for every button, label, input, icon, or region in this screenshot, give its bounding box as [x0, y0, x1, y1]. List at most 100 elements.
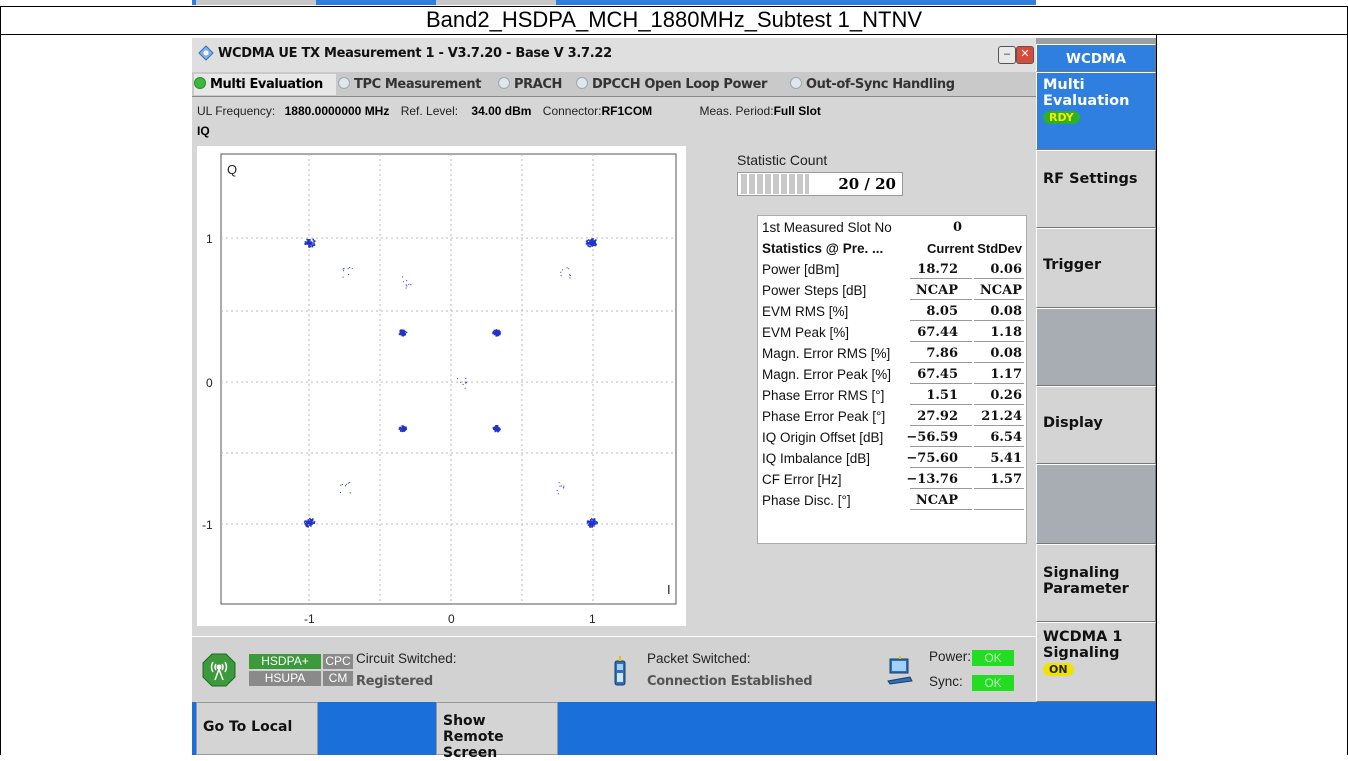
stats-row: IQ Origin Offset [dB] −56.59 6.54 — [758, 427, 1026, 448]
stats-row-underline — [974, 446, 1024, 447]
softkey-multi-evaluation[interactable]: Multi Evaluation RDY — [1036, 72, 1156, 150]
constellation-point — [566, 267, 568, 269]
stats-row-current: 27.92 — [917, 409, 958, 424]
constellation-point — [345, 485, 346, 487]
constellation-point — [306, 242, 309, 244]
stats-row-underline — [910, 425, 972, 426]
softkey-wcdma-signaling[interactable]: WCDMA 1 Signaling ON — [1036, 622, 1156, 702]
stats-row-underline — [910, 341, 972, 342]
slot-label: 1st Measured Slot No — [762, 220, 892, 235]
power-ok-indicator: OK — [972, 650, 1014, 666]
show-remote-screen-button[interactable]: Show Remote Screen — [436, 702, 558, 761]
stats-row-underline — [910, 509, 972, 510]
stats-row-underline — [974, 404, 1024, 405]
stats-row-current: 18.72 — [917, 262, 958, 277]
tab-out-of-sync-handling[interactable]: Out-of-Sync Handling — [790, 74, 972, 95]
constellation-point — [492, 330, 495, 333]
constellation-point — [402, 330, 405, 333]
constellation-point — [589, 519, 592, 522]
softkey-trigger[interactable]: Trigger — [1036, 228, 1156, 308]
stats-row-stddev: 6.54 — [990, 430, 1022, 445]
stats-row-underline — [974, 383, 1024, 384]
constellation-point — [591, 244, 593, 247]
stats-row-underline — [974, 362, 1024, 363]
go-to-local-button[interactable]: Go To Local — [196, 702, 318, 755]
minimize-button[interactable]: – — [998, 46, 1016, 64]
constellation-point — [404, 427, 407, 429]
constellation-point — [496, 334, 498, 337]
constellation-point — [593, 525, 595, 527]
constellation-point — [404, 333, 406, 335]
stats-row-label: EVM RMS [%] — [762, 304, 849, 319]
power-label: Power: — [929, 649, 972, 664]
constellation-point — [341, 484, 343, 485]
constellation-point — [593, 244, 596, 246]
i-axis-label: I — [667, 582, 671, 597]
frame-left — [0, 6, 1, 755]
top-strip-seg-2 — [436, 0, 556, 5]
packet-switched-label: Packet Switched: — [647, 651, 751, 666]
constellation-point — [307, 520, 309, 523]
header-stddev: StdDev — [977, 241, 1022, 256]
constellation-point — [595, 522, 597, 525]
constellation-point — [303, 521, 306, 523]
tab-prach[interactable]: PRACH — [498, 74, 574, 95]
softkey-display[interactable]: Display — [1036, 386, 1156, 464]
constellation-point — [308, 239, 310, 241]
stats-row-stddev: 0.08 — [990, 346, 1022, 361]
statistics-table: 1st Measured Slot No 0 Statistics @ Pre.… — [757, 215, 1027, 544]
connector-value: RF1COM — [601, 104, 653, 118]
phone-icon — [614, 656, 626, 686]
constellation-point — [588, 522, 591, 524]
stats-row: Phase Error Peak [°] 27.92 21.24 — [758, 406, 1026, 427]
constellation-point — [304, 243, 306, 245]
close-button[interactable]: ✕ — [1016, 46, 1034, 64]
constellation-point — [349, 482, 351, 483]
tab-dpcch-open-loop-power[interactable]: DPCCH Open Loop Power — [576, 74, 788, 95]
constellation-point — [405, 428, 407, 430]
tab-status-dot — [790, 77, 802, 89]
constellation-point — [560, 271, 562, 273]
meas-period-label: Meas. Period: — [699, 104, 774, 118]
constellation-point — [465, 382, 467, 384]
constellation-point — [561, 269, 563, 271]
stats-row-label: CF Error [Hz] — [762, 472, 842, 487]
constellation-point — [496, 429, 499, 432]
stats-row-current: −56.59 — [906, 430, 958, 445]
stats-row-current: −75.60 — [906, 451, 958, 466]
constellation-point — [310, 242, 313, 245]
constellation-point — [585, 242, 588, 245]
constellation-point — [498, 428, 500, 431]
slot-value[interactable]: 0 — [952, 220, 962, 235]
constellation-point — [402, 329, 404, 332]
stats-row: CF Error [Hz] −13.76 1.57 — [758, 469, 1026, 490]
tab-label: Multi Evaluation — [210, 77, 323, 92]
constellation-point — [586, 239, 589, 242]
stats-row-underline — [910, 299, 972, 300]
stats-row: Magn. Error RMS [%] 7.86 0.08 — [758, 343, 1026, 364]
constellation-point — [569, 277, 571, 279]
stats-row-stddev: 0.26 — [990, 388, 1022, 403]
constellation-point — [465, 378, 467, 379]
constellation-point — [400, 330, 402, 332]
constellation-point — [496, 425, 499, 428]
constellation-point — [593, 518, 596, 521]
constellation-point — [311, 520, 314, 522]
tab-multi-evaluation[interactable]: Multi Evaluation — [194, 74, 336, 95]
hsdpa-badge: HSDPA+ — [249, 654, 321, 669]
stats-row-underline — [974, 425, 1024, 426]
constellation-point — [343, 268, 345, 270]
constellation-point — [592, 239, 594, 241]
constellation-point — [560, 275, 562, 277]
constellation-point — [495, 329, 498, 331]
ul-frequency-label: UL Frequency: — [197, 104, 276, 118]
constellation-point — [587, 524, 590, 526]
constellation-point — [592, 238, 594, 240]
tab-tpc-measurement[interactable]: TPC Measurement — [338, 74, 496, 95]
softkey-signaling-parameter[interactable]: Signaling Parameter — [1036, 544, 1156, 622]
constellation-point — [592, 520, 595, 523]
stats-row-underline — [974, 278, 1024, 279]
softkey-rf-settings[interactable]: RF Settings — [1036, 150, 1156, 228]
constellation-point — [403, 429, 405, 431]
statistic-count-title: Statistic Count — [737, 152, 828, 168]
